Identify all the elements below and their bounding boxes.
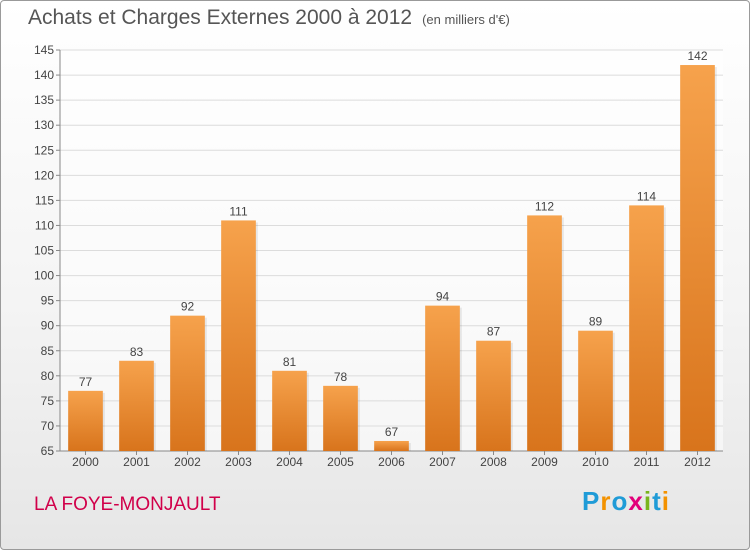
chart-title: Achats et Charges Externes 2000 à 2012 (e…	[28, 6, 510, 30]
bar	[527, 215, 562, 451]
y-tick-label: 95	[41, 294, 55, 308]
value-label: 114	[637, 189, 656, 203]
value-label: 94	[436, 290, 450, 304]
y-tick-label: 85	[41, 344, 55, 358]
x-tick-label: 2012	[684, 455, 711, 469]
x-tick-label: 2009	[531, 455, 558, 469]
y-tick-label: 70	[41, 419, 55, 433]
value-label: 77	[79, 375, 93, 389]
bar	[221, 220, 256, 451]
logo-letter: o	[611, 486, 629, 516]
title-text: Achats et Charges Externes 2000 à 2012	[28, 6, 413, 29]
x-tick-label: 2008	[480, 455, 507, 469]
y-tick-label: 90	[41, 319, 55, 333]
bar	[578, 330, 613, 451]
bar	[68, 390, 103, 451]
logo-letter: x	[628, 486, 644, 516]
value-label: 142	[687, 49, 707, 63]
logo-letter: P	[582, 486, 601, 516]
y-tick-label: 145	[34, 43, 54, 57]
value-label: 67	[385, 425, 399, 439]
x-tick-label: 2011	[634, 455, 660, 469]
bar	[323, 385, 358, 451]
y-tick-label: 75	[41, 394, 55, 408]
bar	[425, 305, 460, 451]
y-tick-label: 135	[34, 93, 54, 107]
value-label: 87	[487, 325, 501, 339]
value-label: 78	[334, 370, 348, 384]
y-tick-label: 140	[34, 68, 54, 82]
y-tick-label: 125	[34, 143, 54, 157]
proxiti-logo: Proxiti	[582, 486, 670, 517]
logo-letter: i	[661, 486, 670, 516]
x-tick-label: 2001	[123, 455, 150, 469]
value-label: 81	[283, 355, 297, 369]
y-tick-label: 65	[41, 444, 55, 458]
title-unit: (en milliers d'€)	[422, 12, 510, 27]
y-tick-label: 105	[34, 244, 54, 258]
y-tick-label: 100	[34, 269, 54, 283]
bar	[119, 360, 154, 451]
y-tick-label: 115	[35, 193, 54, 207]
bar	[476, 340, 511, 451]
bar	[272, 370, 307, 451]
y-tick-label: 80	[41, 369, 55, 383]
x-tick-label: 2006	[378, 455, 405, 469]
y-tick-label: 110	[35, 218, 54, 232]
logo-letter: r	[600, 486, 612, 516]
y-tick-label: 130	[34, 118, 54, 132]
value-label: 111	[229, 204, 248, 218]
logo-letter: t	[652, 486, 662, 516]
x-tick-label: 2005	[327, 455, 354, 469]
bar	[374, 440, 409, 451]
bar	[170, 315, 205, 451]
x-tick-label: 2002	[174, 455, 201, 469]
bar	[680, 65, 715, 451]
logo-letter: i	[643, 486, 653, 516]
value-label: 92	[181, 300, 195, 314]
x-tick-label: 2004	[276, 455, 303, 469]
bar	[629, 205, 664, 451]
x-tick-label: 2000	[72, 455, 99, 469]
value-label: 89	[589, 315, 603, 329]
value-label: 112	[535, 199, 554, 213]
x-tick-label: 2007	[429, 455, 456, 469]
commune-name: LA FOYE-MONJAULT	[34, 494, 221, 515]
value-label: 83	[130, 345, 144, 359]
x-tick-label: 2003	[225, 455, 252, 469]
y-tick-label: 120	[34, 168, 54, 182]
x-tick-label: 2010	[582, 455, 609, 469]
